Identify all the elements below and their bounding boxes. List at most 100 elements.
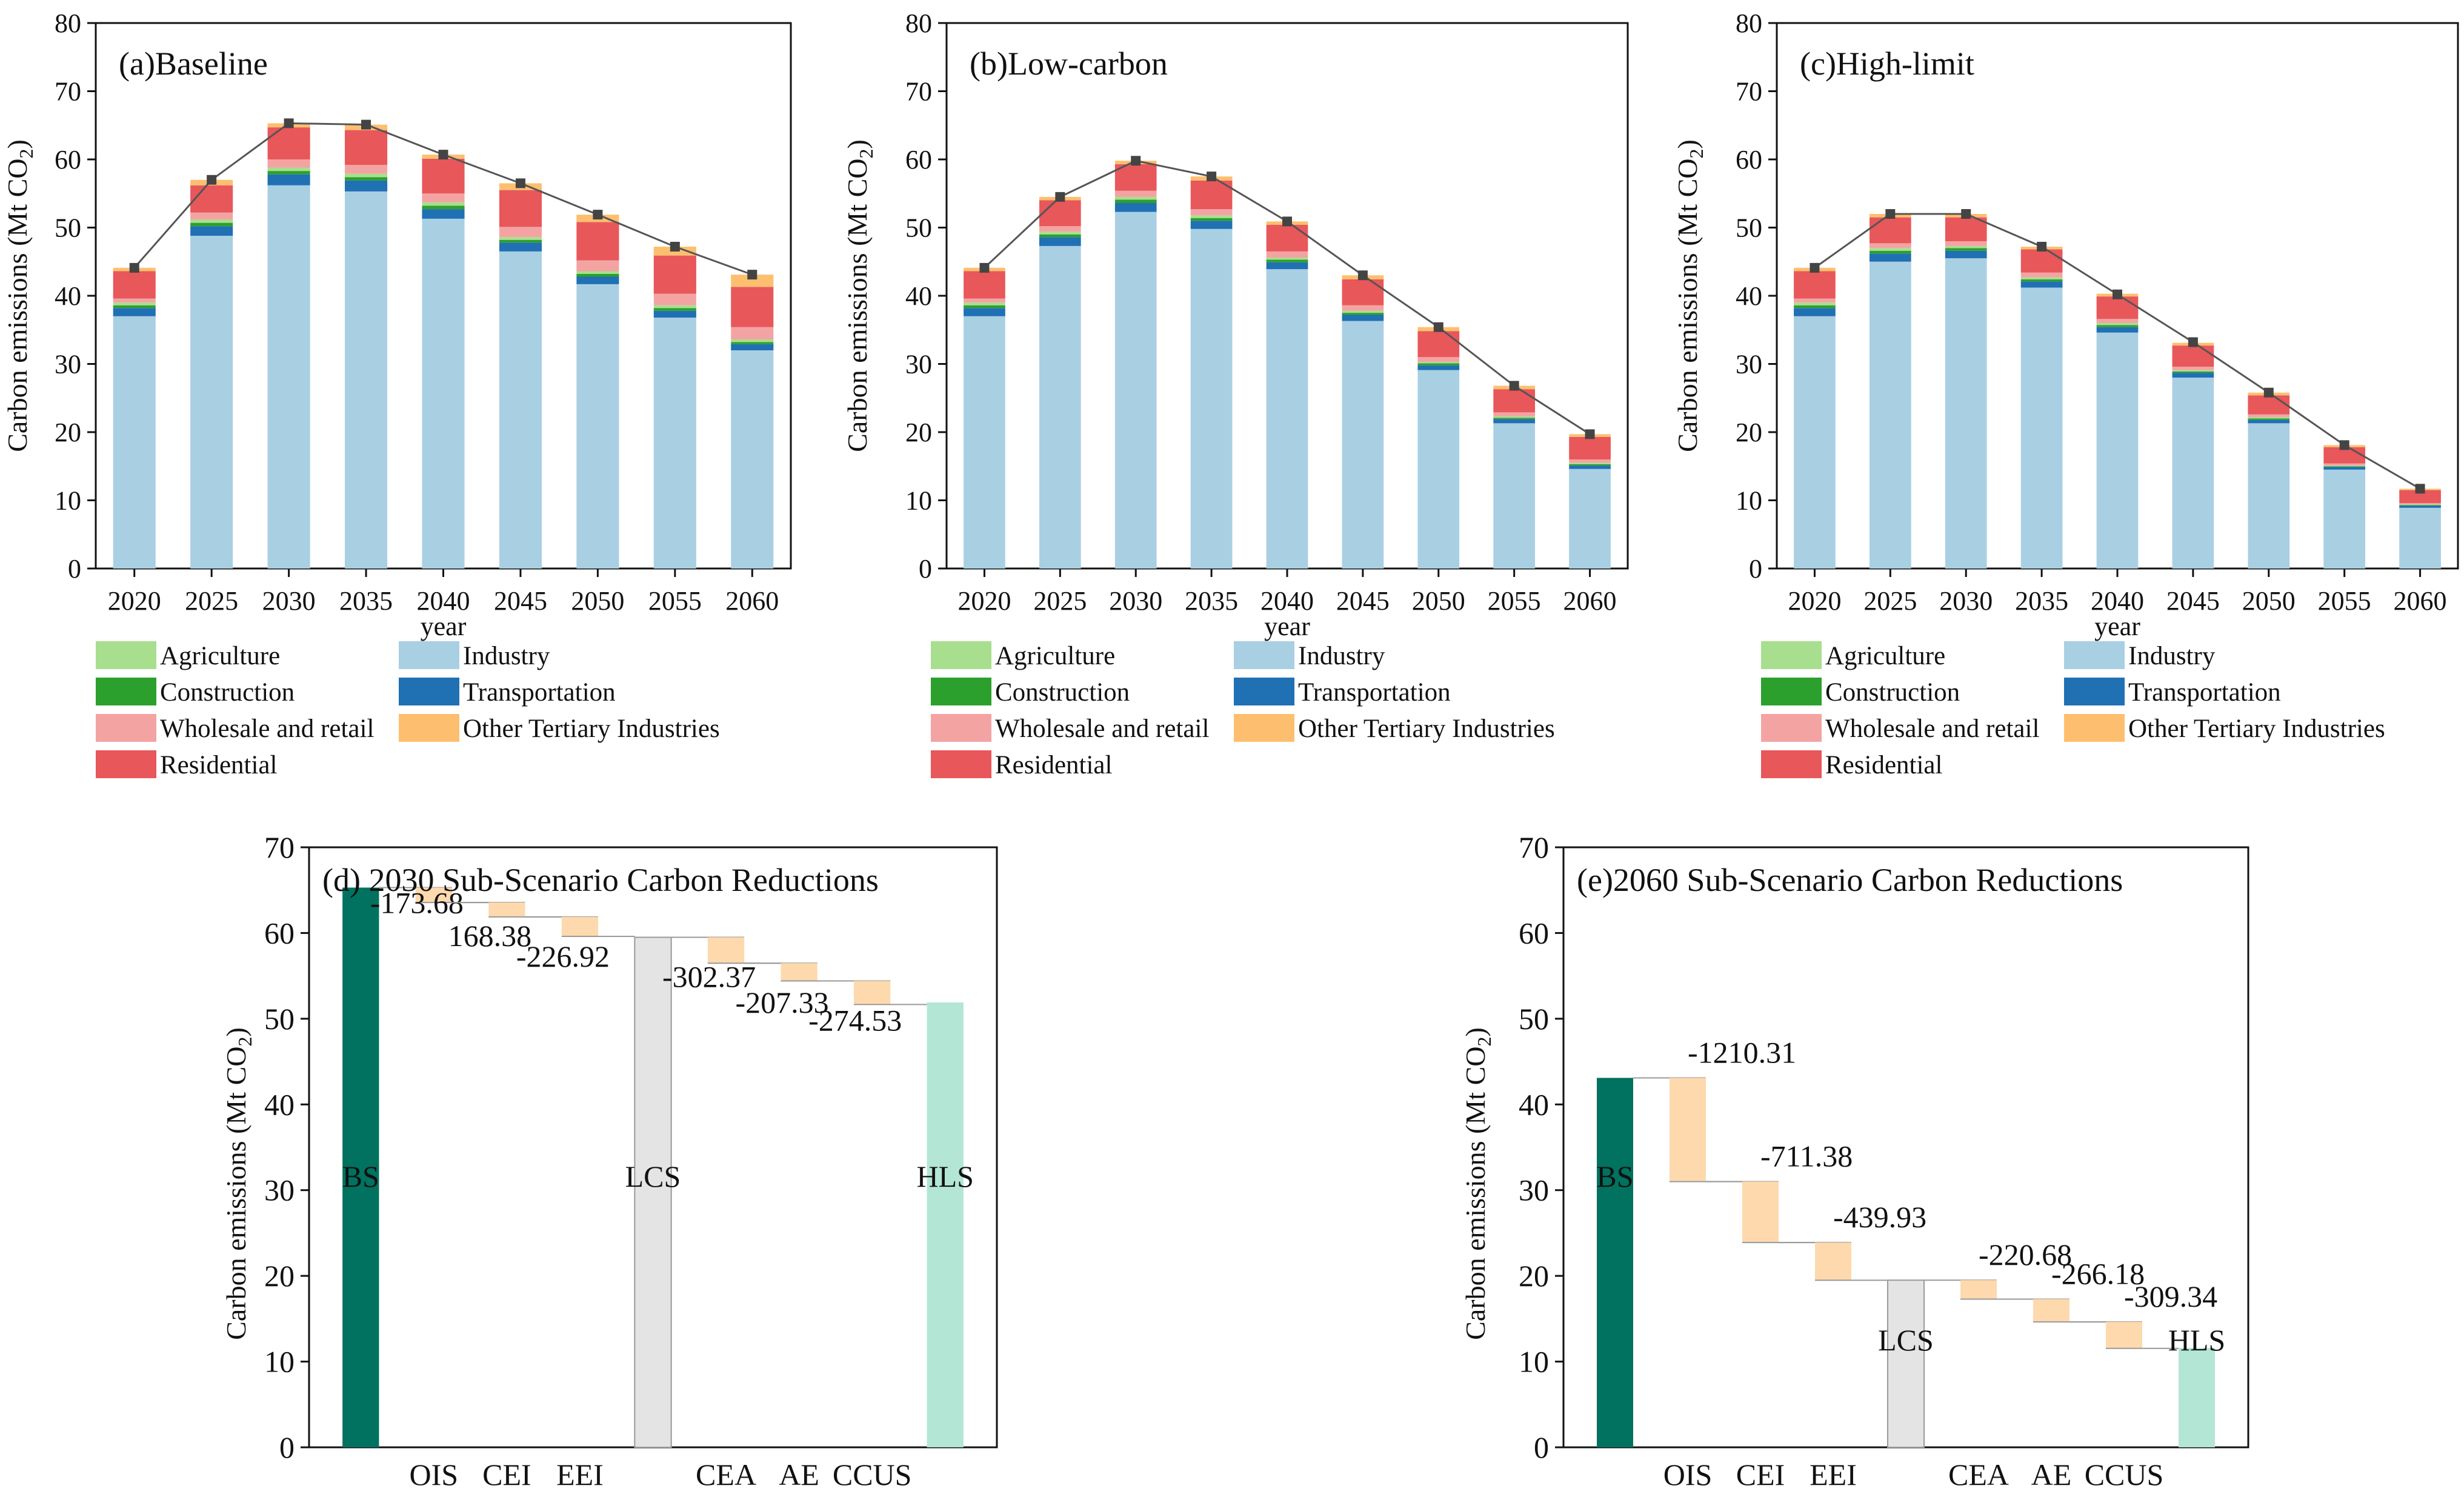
bar-segment-transportation	[190, 226, 233, 236]
bar-segment-industry	[2172, 378, 2214, 568]
total-marker	[593, 210, 603, 220]
y-axis-label-close: )	[221, 1027, 251, 1036]
bar-segment-residential	[1493, 389, 1536, 413]
total-marker	[438, 150, 448, 160]
reduction-bar-eei	[561, 916, 599, 936]
bar-segment-residential	[422, 158, 465, 194]
x-tick-label: 2050	[1412, 586, 1465, 616]
bar-segment-industry	[964, 316, 1005, 568]
bar-segment-agriculture	[576, 271, 619, 274]
bar-segment-wholesale-and-retail	[113, 298, 156, 303]
y-tick-label: 30	[1519, 1173, 1549, 1207]
total-marker	[1509, 381, 1519, 391]
x-tick-label: 2035	[339, 586, 393, 616]
legend-label: Wholesale and retail	[160, 715, 374, 743]
y-tick-label: 0	[68, 554, 81, 584]
reduction-value-label: -207.33	[736, 985, 829, 1019]
bar-segment-industry	[1417, 370, 1460, 568]
x-tick-label: EEI	[556, 1458, 604, 1492]
bar-segment-construction	[1417, 363, 1460, 365]
bar-segment-construction	[653, 308, 696, 311]
bar-segment-industry	[345, 191, 388, 568]
bar-segment-residential	[499, 190, 542, 227]
bar-segment-industry	[2323, 469, 2366, 568]
total-marker	[1961, 209, 1971, 219]
legend-label: Agriculture	[1825, 642, 1945, 670]
legend-label: Agriculture	[160, 642, 280, 670]
legend-label: Wholesale and retail	[995, 715, 1209, 743]
bar-segment-construction	[1114, 199, 1157, 203]
bar-segment-agriculture	[1266, 258, 1308, 260]
bar-segment-industry	[731, 350, 774, 568]
legend-label: Transportation	[2128, 678, 2281, 707]
y-axis-label-subscript: 2	[855, 149, 877, 159]
y-tick-label: 80	[905, 8, 932, 38]
total-bar-label: HLS	[2168, 1323, 2225, 1357]
bar-segment-agriculture	[2323, 465, 2366, 467]
bar-segment-construction	[190, 222, 233, 227]
bar-segment-agriculture	[731, 339, 774, 342]
bar-segment-construction	[1794, 305, 1836, 308]
y-tick-label: 10	[55, 486, 81, 516]
reduction-bar-cea	[1960, 1280, 1997, 1299]
legend-1: Agriculture Industry Construction Transport…	[96, 641, 720, 779]
legend-label: Agriculture	[995, 642, 1115, 670]
y-axis-label-subscript: 2	[1685, 149, 1707, 159]
bar-segment-transportation	[2020, 281, 2063, 288]
reduction-value-label: -711.38	[1760, 1139, 1853, 1173]
bar-segment-wholesale-and-retail	[499, 227, 542, 238]
bar-segment-wholesale-and-retail	[2399, 503, 2441, 505]
y-tick-label: 30	[55, 350, 81, 379]
bar-segment-wholesale-and-retail	[2323, 463, 2366, 466]
legend-swatch	[399, 641, 459, 669]
total-marker	[207, 175, 217, 185]
bar-segment-construction	[2096, 325, 2139, 327]
bar-segment-construction	[345, 177, 388, 181]
bar-segment-construction	[1266, 259, 1308, 262]
bar-segment-transportation	[2323, 467, 2366, 470]
bar-segment-transportation	[113, 308, 156, 316]
reduction-value-label: -266.18	[2051, 1256, 2145, 1290]
bar-segment-agriculture	[2399, 504, 2441, 505]
bar-segment-transportation	[422, 209, 465, 219]
total-marker	[1885, 209, 1896, 219]
bar-segment-agriculture	[2020, 277, 2063, 279]
bar-segment-agriculture	[267, 167, 310, 172]
legend-swatch	[96, 678, 156, 705]
reduction-bar-ccus	[2106, 1322, 2142, 1349]
x-tick-label: CEI	[1736, 1458, 1785, 1492]
legend-swatch	[1234, 641, 1294, 669]
legend-swatch	[399, 678, 459, 705]
bar-segment-transportation	[1945, 250, 1987, 259]
legend-swatch	[2064, 714, 2125, 742]
bar-segment-agriculture	[2248, 417, 2290, 419]
bar-segment-construction	[113, 305, 156, 308]
bar-segment-wholesale-and-retail	[2096, 319, 2139, 323]
reduction-bar-ae	[781, 963, 817, 981]
total-marker	[1055, 192, 1065, 202]
bar-segment-transportation	[2399, 505, 2441, 508]
total-bar-hls	[927, 1002, 964, 1447]
total-marker	[1433, 322, 1443, 332]
reduction-bar-ccus	[854, 981, 891, 1005]
bar-segment-construction	[2020, 279, 2063, 282]
y-tick-label: 70	[1519, 830, 1549, 864]
bar-segment-other-tertiary-industries	[731, 275, 774, 287]
bar-segment-industry	[190, 236, 233, 568]
legend-swatch	[96, 714, 156, 742]
bar-segment-agriculture	[1039, 232, 1081, 235]
bar-segment-industry	[1190, 228, 1233, 568]
y-tick-label: 0	[1749, 554, 1762, 584]
x-tick-label: 2045	[494, 586, 547, 616]
x-axis-label: year	[2094, 612, 2140, 641]
bar-segment-industry	[2096, 332, 2139, 568]
total-marker	[361, 119, 371, 130]
y-tick-label: 10	[905, 486, 932, 516]
x-tick-label: 2060	[1563, 586, 1617, 616]
bar-segment-wholesale-and-retail	[731, 327, 774, 339]
y-tick-label: 70	[1736, 77, 1762, 107]
total-bar-label: LCS	[625, 1159, 681, 1193]
bar-segment-industry	[1342, 321, 1384, 568]
